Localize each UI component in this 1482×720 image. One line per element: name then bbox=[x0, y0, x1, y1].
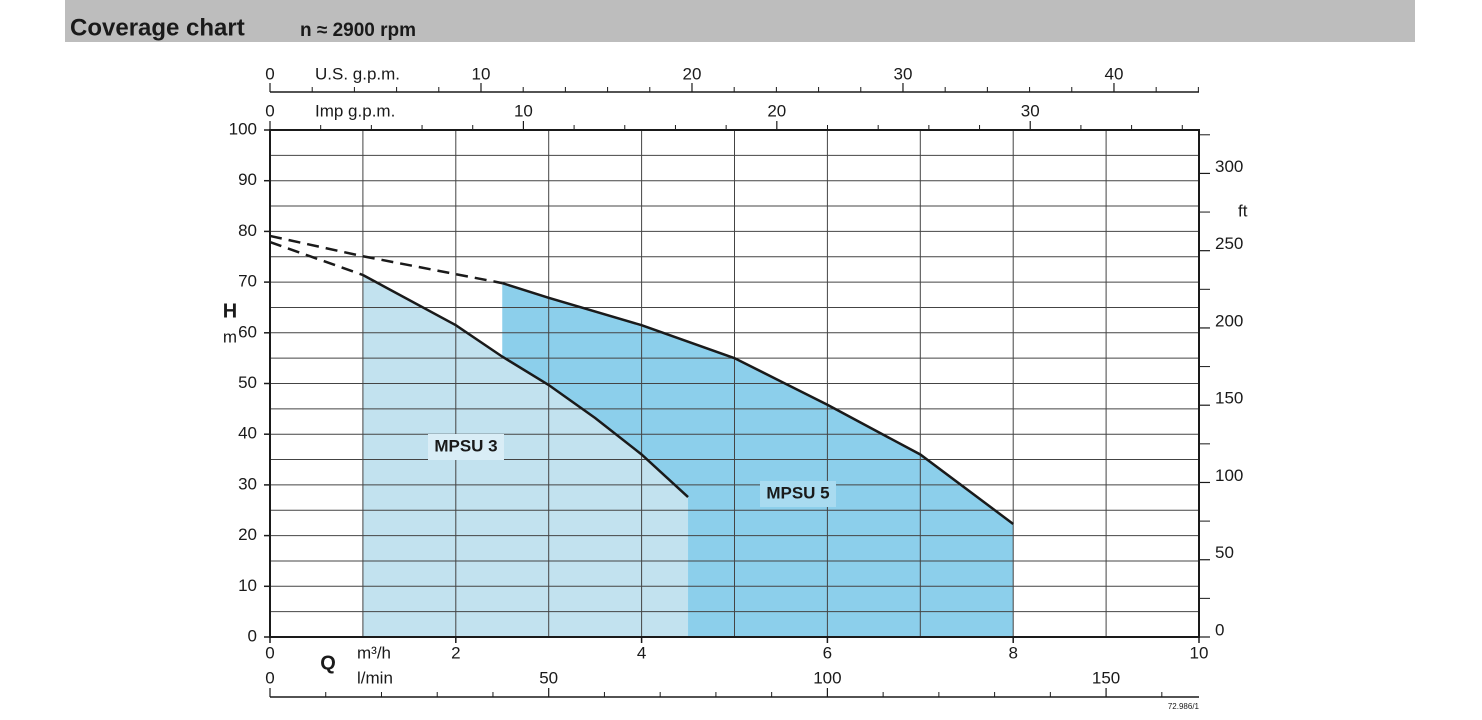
y-tick-label: 0 bbox=[248, 626, 257, 645]
top-tick-label: 30 bbox=[1021, 101, 1040, 120]
header-bar bbox=[65, 0, 1415, 42]
x2-axis-label: l/min bbox=[357, 668, 393, 687]
y-tick-label: 60 bbox=[238, 322, 257, 341]
x2-tick-label: 50 bbox=[539, 668, 558, 687]
x2-tick-label: 100 bbox=[813, 668, 841, 687]
x-tick-label: 8 bbox=[1008, 643, 1017, 662]
curve-extrapolated bbox=[269, 234, 503, 285]
chart-code: 72.986/1 bbox=[1168, 702, 1200, 711]
curve-line bbox=[501, 281, 1014, 525]
y2-tick-label: 50 bbox=[1215, 543, 1234, 562]
curve-line bbox=[362, 273, 689, 498]
x-tick-label: 10 bbox=[1190, 643, 1209, 662]
y-tick-label: 30 bbox=[238, 474, 257, 493]
y-tick-label: 50 bbox=[238, 373, 257, 392]
x-tick-label: 0 bbox=[265, 643, 274, 662]
top-tick-label: 0 bbox=[265, 64, 274, 83]
curve-extrapolated bbox=[269, 240, 364, 277]
series-label: MPSU 5 bbox=[766, 483, 829, 502]
y-tick-label: 70 bbox=[238, 272, 257, 291]
y-tick-label: 40 bbox=[238, 424, 257, 443]
top-axis-label: Imp g.p.m. bbox=[315, 101, 395, 120]
y2-tick-label: 0 bbox=[1215, 620, 1224, 639]
series-label-box bbox=[760, 481, 836, 507]
series-label: MPSU 3 bbox=[434, 436, 497, 455]
series-label-box bbox=[428, 434, 504, 460]
y-tick-label: 80 bbox=[238, 221, 257, 240]
top-tick-label: 40 bbox=[1105, 64, 1124, 83]
y-tick-label: 100 bbox=[229, 119, 257, 138]
y2-tick-label: 200 bbox=[1215, 311, 1243, 330]
top-axis-label: U.S. g.p.m. bbox=[315, 64, 400, 83]
x-tick-label: 4 bbox=[637, 643, 646, 662]
area-fill bbox=[362, 275, 689, 637]
top-tick-label: 10 bbox=[514, 101, 533, 120]
y-tick-label: 10 bbox=[238, 576, 257, 595]
y2-tick-label: 150 bbox=[1215, 389, 1243, 408]
y2-axis-label: ft bbox=[1238, 201, 1248, 220]
x2-tick-label: 150 bbox=[1092, 668, 1120, 687]
y-axis-label: H bbox=[223, 300, 237, 322]
top-tick-label: 20 bbox=[683, 64, 702, 83]
y2-tick-label: 250 bbox=[1215, 234, 1243, 253]
top-tick-label: 0 bbox=[265, 101, 274, 120]
title: Coverage chart bbox=[70, 14, 245, 41]
x-tick-label: 2 bbox=[451, 643, 460, 662]
y-axis-unit: m bbox=[223, 327, 237, 346]
y-tick-label: 20 bbox=[238, 525, 257, 544]
top-tick-label: 30 bbox=[894, 64, 913, 83]
y-tick-label: 90 bbox=[238, 170, 257, 189]
x-axis-unit: m³/h bbox=[357, 643, 391, 662]
top-tick-label: 10 bbox=[472, 64, 491, 83]
subtitle: n ≈ 2900 rpm bbox=[300, 20, 416, 41]
y2-tick-label: 300 bbox=[1215, 157, 1243, 176]
x2-tick-label: 0 bbox=[265, 668, 274, 687]
top-tick-label: 20 bbox=[767, 101, 786, 120]
x-axis-label: Q bbox=[320, 652, 336, 674]
x-tick-label: 6 bbox=[823, 643, 832, 662]
y2-tick-label: 100 bbox=[1215, 466, 1243, 485]
